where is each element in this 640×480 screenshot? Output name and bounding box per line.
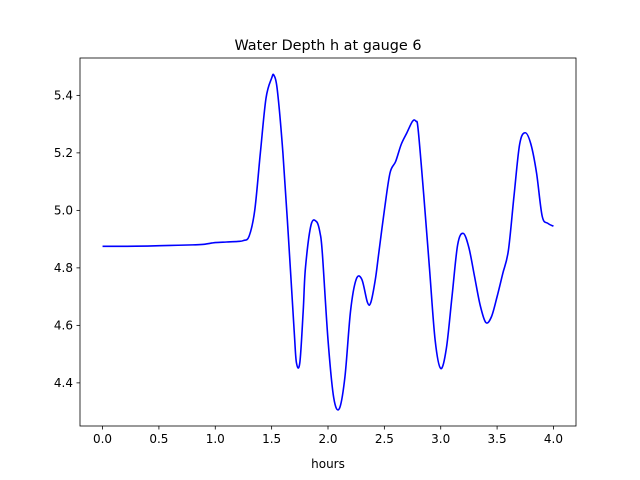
y-tick-label: 4.8 [54, 261, 73, 275]
y-tick-label: 5.4 [54, 89, 73, 103]
y-tick-label: 4.4 [54, 376, 73, 390]
x-tick-label: 4.0 [544, 432, 563, 446]
x-tick-label: 3.0 [431, 432, 450, 446]
chart-title: Water Depth h at gauge 6 [234, 38, 421, 54]
y-tick-label: 5.0 [54, 204, 73, 218]
x-tick-label: 1.0 [206, 432, 225, 446]
x-tick-label: 2.0 [318, 432, 337, 446]
x-tick-label: 3.5 [488, 432, 507, 446]
x-tick-label: 1.5 [262, 432, 281, 446]
x-tick-label: 2.5 [375, 432, 394, 446]
x-tick-label: 0.0 [93, 432, 112, 446]
x-axis-label: hours [311, 457, 345, 471]
x-tick-label: 0.5 [149, 432, 168, 446]
series-line-0 [102, 73, 554, 411]
y-tick-label: 4.6 [54, 319, 73, 333]
y-tick-label: 5.2 [54, 146, 73, 160]
plot-area: 0.0 0.5 1.0 1.5 2.0 2.5 3.0 3.5 4.0 4.4 4.6 4.8 5.0 5… [54, 57, 577, 446]
